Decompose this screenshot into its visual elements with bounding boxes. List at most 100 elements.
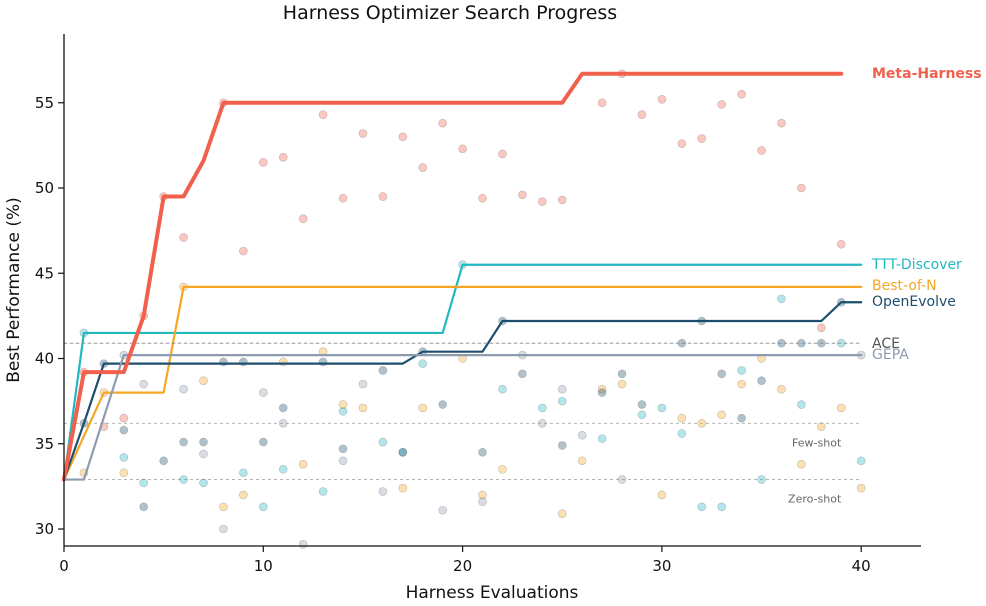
scatter-point bbox=[179, 437, 188, 447]
scatter-points bbox=[79, 69, 866, 549]
scatter-point bbox=[438, 118, 447, 128]
scatter-point bbox=[657, 490, 667, 500]
scatter-point bbox=[398, 132, 408, 142]
scatter-point bbox=[817, 422, 826, 432]
scatter-point bbox=[338, 407, 348, 416]
x-ticks: 0 10 20 30 40 bbox=[59, 546, 871, 575]
scatter-point bbox=[239, 490, 248, 500]
scatter-point bbox=[777, 118, 786, 128]
y-tick-label: 50 bbox=[35, 179, 54, 197]
series-label: TTT-Discover bbox=[871, 257, 962, 273]
scatter-point bbox=[278, 418, 288, 428]
scatter-point bbox=[418, 163, 428, 172]
scatter-point bbox=[637, 110, 647, 119]
scatter-point bbox=[498, 465, 507, 474]
scatter-point bbox=[657, 95, 667, 104]
series-line bbox=[62, 285, 863, 481]
scatter-point bbox=[757, 475, 766, 484]
scatter-point bbox=[836, 403, 846, 413]
scatter-point bbox=[418, 359, 428, 368]
scatter-point bbox=[199, 478, 208, 488]
scatter-point bbox=[597, 384, 607, 394]
scatter-point bbox=[358, 379, 368, 389]
series-label: OpenEvolve bbox=[872, 294, 956, 310]
scatter-point bbox=[219, 502, 228, 512]
scatter-point bbox=[358, 403, 368, 413]
scatter-point bbox=[697, 418, 707, 428]
scatter-point bbox=[737, 379, 746, 389]
scatter-point bbox=[777, 294, 786, 304]
scatter-point bbox=[797, 400, 806, 409]
scatter-point bbox=[557, 441, 567, 450]
scatter-point bbox=[179, 384, 188, 394]
scatter-point bbox=[757, 376, 766, 385]
scatter-point bbox=[358, 129, 368, 138]
scatter-point bbox=[258, 502, 268, 512]
scatter-point bbox=[797, 459, 806, 469]
scatter-point bbox=[677, 139, 687, 148]
y-tick-label: 45 bbox=[35, 264, 54, 282]
scatter-point bbox=[597, 388, 607, 397]
scatter-point bbox=[538, 403, 547, 413]
y-axis-label: Best Performance (%) bbox=[4, 197, 24, 383]
scatter-point bbox=[438, 400, 447, 409]
scatter-point bbox=[278, 465, 288, 474]
scatter-point bbox=[777, 384, 786, 394]
scatter-point bbox=[199, 376, 208, 385]
series-label: GEPA bbox=[872, 347, 909, 363]
reference-line-label: Zero-shot bbox=[788, 493, 842, 506]
scatter-point bbox=[597, 434, 607, 443]
scatter-point bbox=[139, 502, 149, 512]
scatter-point bbox=[677, 413, 687, 423]
x-tick-label: 20 bbox=[453, 557, 472, 575]
scatter-point bbox=[258, 388, 268, 397]
scatter-point bbox=[717, 502, 726, 512]
series-line bbox=[62, 301, 863, 481]
scatter-point bbox=[557, 384, 567, 394]
x-tick-label: 30 bbox=[652, 557, 671, 575]
y-tick-label: 35 bbox=[35, 435, 54, 453]
scatter-point bbox=[418, 403, 428, 413]
scatter-point bbox=[318, 487, 328, 496]
scatter-point bbox=[498, 149, 507, 159]
series-label: ACE bbox=[872, 336, 900, 352]
scatter-point bbox=[518, 369, 527, 379]
x-tick-label: 10 bbox=[254, 557, 273, 575]
scatter-point bbox=[239, 246, 248, 256]
scatter-point bbox=[119, 453, 129, 462]
axes: 0 10 20 30 40 30 35 40 45 50 55 bbox=[35, 34, 921, 575]
scatter-point bbox=[478, 497, 487, 507]
scatter-point bbox=[199, 449, 208, 459]
scatter-point bbox=[179, 233, 188, 242]
x-tick-label: 0 bbox=[59, 557, 69, 575]
scatter-point bbox=[478, 193, 487, 203]
series-label: Meta-Harness bbox=[872, 66, 982, 82]
scatter-point bbox=[438, 505, 447, 515]
scatter-point bbox=[179, 475, 188, 484]
scatter-point bbox=[717, 410, 726, 420]
scatter-point bbox=[378, 192, 388, 201]
scatter-point bbox=[478, 490, 487, 500]
scatter-point bbox=[478, 447, 487, 457]
scatter-point bbox=[159, 456, 168, 466]
reference-lines: Zero-shot Few-shot bbox=[64, 422, 862, 506]
scatter-point bbox=[657, 403, 667, 413]
scatter-point bbox=[557, 509, 567, 518]
y-tick-label: 40 bbox=[35, 350, 54, 368]
scatter-point bbox=[258, 437, 268, 447]
chart-title: Harness Optimizer Search Progress bbox=[283, 2, 617, 24]
scatter-point bbox=[617, 475, 627, 484]
scatter-point bbox=[298, 540, 308, 549]
scatter-point bbox=[498, 384, 507, 394]
scatter-point bbox=[139, 478, 149, 488]
scatter-point bbox=[338, 193, 348, 203]
scatter-point bbox=[338, 444, 348, 454]
scatter-point bbox=[378, 366, 388, 375]
scatter-point bbox=[577, 430, 587, 440]
series-label: Best-of-N bbox=[872, 278, 937, 294]
scatter-point bbox=[836, 239, 846, 249]
scatter-point bbox=[298, 214, 308, 223]
scatter-point bbox=[737, 413, 746, 423]
scatter-point bbox=[278, 153, 288, 162]
